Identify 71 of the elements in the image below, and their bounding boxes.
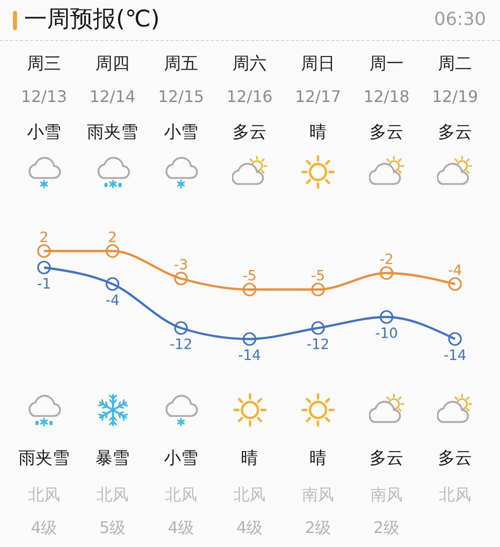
point [380, 310, 394, 324]
text: 12/13 [20, 87, 68, 106]
text: 南风 [302, 485, 334, 504]
point [242, 282, 256, 296]
text: 多云 [370, 122, 404, 143]
text: 4级 [236, 518, 263, 538]
text: 暴雪 [96, 448, 130, 469]
text: 12/18 [363, 87, 410, 106]
point [37, 244, 51, 258]
data-label: -1 [37, 275, 51, 292]
point [174, 321, 188, 335]
data-label: -4 [448, 262, 462, 278]
data-label: -4 [106, 292, 120, 308]
x-tick-label: 周日 [301, 54, 335, 74]
point [37, 260, 51, 274]
chart-subtitle: 06:30 [434, 9, 486, 30]
text: 雨夹雪 [18, 448, 70, 469]
point [311, 321, 325, 335]
text: 北风 [96, 485, 128, 504]
text: 北风 [439, 485, 471, 504]
x-tick-label: 周三 [27, 54, 61, 74]
text: 小雪 [164, 122, 198, 143]
x-tick-label: 周二 [438, 54, 472, 74]
point [448, 332, 462, 346]
text: 多云 [438, 448, 472, 469]
text: 5级 [99, 518, 126, 538]
text: 晴 [241, 448, 258, 469]
data-label: -5 [242, 268, 256, 284]
point [174, 272, 188, 286]
point [242, 332, 256, 346]
text: 12/15 [158, 87, 204, 106]
data-label: -5 [311, 268, 325, 284]
text: 4级 [168, 518, 194, 538]
text: 12/17 [294, 87, 342, 106]
x-tick-label: 周四 [96, 54, 130, 74]
data-label: 2 [108, 229, 117, 245]
text: 雨夹雪 [87, 122, 138, 143]
text: 2级 [373, 518, 400, 538]
x-tick-label: 周五 [164, 54, 198, 74]
data-label: -12 [306, 336, 330, 352]
text: 多云 [438, 122, 472, 143]
point [380, 266, 394, 280]
point [311, 282, 325, 296]
text: 小雪 [164, 448, 198, 469]
text: 12/14 [89, 87, 136, 106]
data-label: -14 [238, 346, 262, 363]
data-label: 2 [40, 229, 48, 245]
data-label: -12 [170, 336, 192, 352]
data-label: -2 [380, 251, 394, 267]
x-tick-label: 周一 [370, 54, 404, 74]
x-tick-label: 周六 [232, 54, 266, 74]
text: 4级 [30, 518, 58, 538]
text: 多云 [232, 122, 266, 143]
data-label: -3 [174, 256, 188, 272]
data-label: -10 [375, 324, 398, 341]
text: 北风 [165, 485, 197, 504]
text: 12/16 [226, 87, 273, 106]
text: 2级 [304, 518, 332, 538]
point [106, 277, 120, 291]
text: 北风 [28, 485, 60, 504]
text: 北风 [234, 485, 266, 504]
text: 小雪 [27, 122, 61, 143]
text: 晴 [310, 122, 326, 143]
text: 多云 [370, 448, 404, 469]
point [106, 244, 120, 258]
text: 12/19 [432, 87, 478, 106]
text: 晴 [310, 448, 326, 469]
data-label: -14 [444, 346, 467, 363]
point [448, 277, 462, 291]
text: 南风 [370, 485, 402, 504]
chart-title: 一周预报(℃) [24, 6, 160, 32]
